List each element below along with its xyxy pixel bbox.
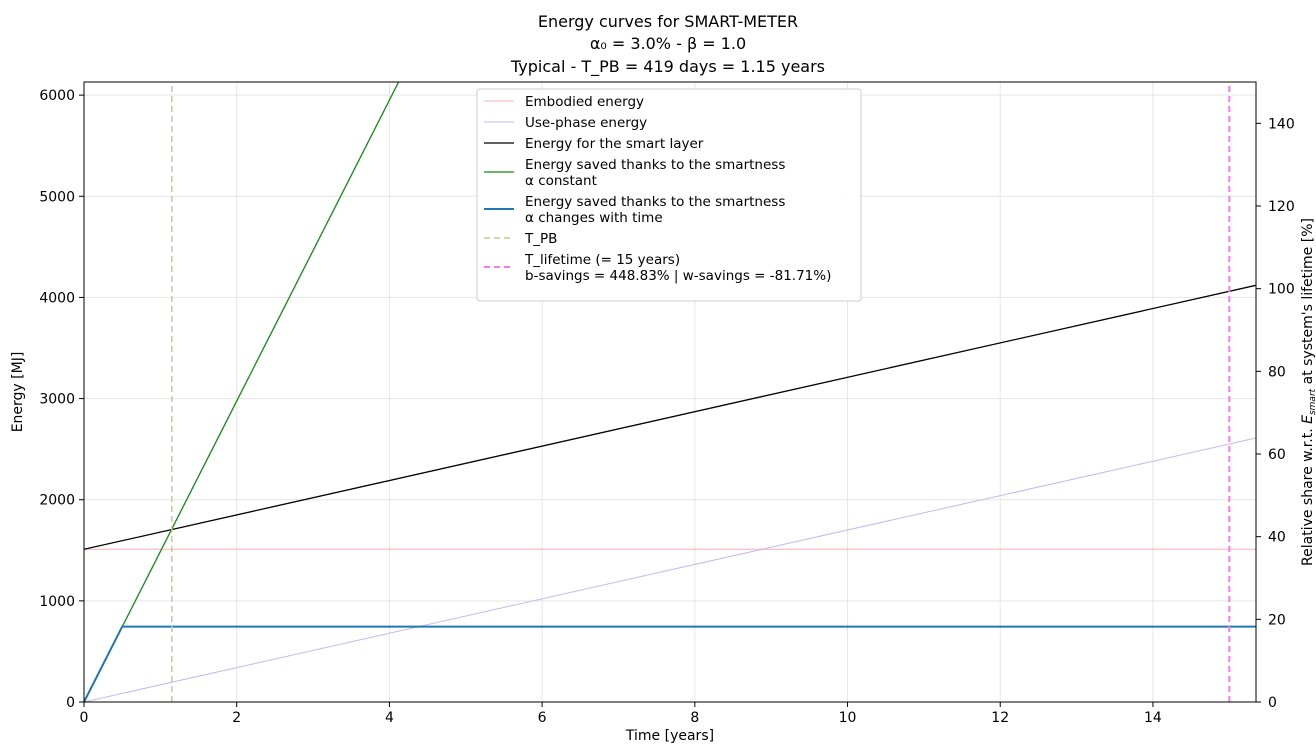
y2-tick-label: 100 bbox=[1268, 282, 1295, 298]
legend-label-7: b-savings = 448.83% | w-savings = -81.71… bbox=[525, 268, 831, 284]
legend-box bbox=[476, 88, 862, 302]
chart-title-line-1: Energy curves for SMART-METER bbox=[538, 12, 798, 31]
y-tick-label: 5000 bbox=[39, 189, 75, 205]
legend-label-5: Energy saved thanks to the smartness bbox=[525, 194, 785, 210]
series-lines bbox=[84, 82, 1256, 702]
x-tick-label: 10 bbox=[839, 710, 857, 726]
y-tick-label: 6000 bbox=[39, 88, 75, 104]
y-axis-ticks: 0 1000 2000 3000 4000 5000 6000 bbox=[39, 88, 84, 711]
legend-label-2: Use-phase energy bbox=[525, 115, 647, 131]
x-tick-label: 14 bbox=[1144, 710, 1162, 726]
x-tick-label: 2 bbox=[232, 710, 241, 726]
legend-label-4: Energy saved thanks to the smartness bbox=[525, 157, 785, 173]
y2-axis-label: Relative share w.r.t. Esmart at system's… bbox=[1300, 218, 1316, 566]
y2-tick-label: 60 bbox=[1268, 447, 1286, 463]
y-tick-label: 1000 bbox=[39, 594, 75, 610]
legend-label-4: α constant bbox=[525, 173, 597, 189]
legend-label-7: T_lifetime (= 15 years) bbox=[524, 252, 680, 268]
x-tick-label: 8 bbox=[690, 710, 699, 726]
y2-tick-label: 20 bbox=[1268, 612, 1286, 628]
y2-axis-ticks: 0 20 40 60 80 100 120 140 bbox=[1256, 116, 1295, 711]
y2-tick-label: 40 bbox=[1268, 530, 1286, 546]
y2-tick-label: 120 bbox=[1268, 199, 1295, 215]
series-line-5 bbox=[84, 625, 1256, 702]
x-axis-label: Time [years] bbox=[625, 728, 714, 744]
y2-tick-label: 0 bbox=[1268, 695, 1277, 711]
legend: Embodied energy Use-phase energy Energy fo… bbox=[476, 88, 862, 302]
series-line-2 bbox=[84, 437, 1256, 702]
x-axis-ticks: 0 2 4 6 8 10 12 14 bbox=[80, 702, 1162, 726]
y-axis-label: Energy [MJ] bbox=[10, 352, 26, 433]
plot-frame bbox=[83, 81, 1257, 703]
series-line-3 bbox=[84, 284, 1256, 550]
x-tick-label: 12 bbox=[991, 710, 1009, 726]
x-tick-label: 6 bbox=[538, 710, 547, 726]
x-tick-label: 0 bbox=[80, 710, 89, 726]
y-tick-label: 4000 bbox=[39, 290, 75, 306]
y2-tick-label: 80 bbox=[1268, 364, 1286, 380]
legend-label-1: Embodied energy bbox=[525, 94, 644, 110]
chart-title-line-2: α₀ = 3.0% - β = 1.0 bbox=[590, 34, 746, 53]
y-tick-label: 0 bbox=[66, 695, 75, 711]
y-tick-label: 2000 bbox=[39, 493, 75, 509]
legend-label-3: Energy for the smart layer bbox=[525, 136, 704, 152]
legend-label-6: T_PB bbox=[524, 231, 557, 247]
y-tick-label: 3000 bbox=[39, 392, 75, 408]
y2-tick-label: 140 bbox=[1268, 116, 1295, 132]
chart-title-line-3: Typical - T_PB = 419 days = 1.15 years bbox=[510, 57, 825, 77]
series-line-4 bbox=[84, 82, 400, 702]
legend-label-5: α changes with time bbox=[525, 210, 663, 226]
x-tick-label: 4 bbox=[385, 710, 394, 726]
